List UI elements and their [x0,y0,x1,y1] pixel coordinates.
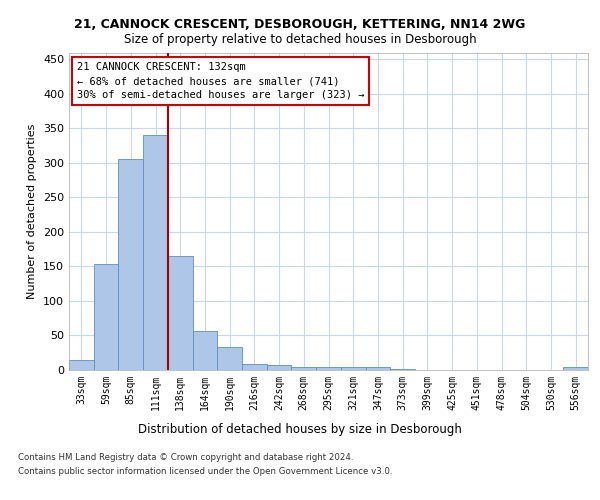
Bar [143,136,168,370]
Bar [292,367,316,370]
Bar [193,330,217,370]
Bar [168,256,193,370]
Bar [341,366,365,370]
Text: Contains public sector information licensed under the Open Government Licence v3: Contains public sector information licen… [18,467,392,476]
Text: 21, CANNOCK CRESCENT, DESBOROUGH, KETTERING, NN14 2WG: 21, CANNOCK CRESCENT, DESBOROUGH, KETTER… [74,18,526,30]
Bar [217,347,242,370]
Bar [118,160,143,370]
Y-axis label: Number of detached properties: Number of detached properties [28,124,37,299]
Bar [365,367,390,370]
Text: Contains HM Land Registry data © Crown copyright and database right 2024.: Contains HM Land Registry data © Crown c… [18,454,353,462]
Bar [316,366,341,370]
Bar [267,365,292,370]
Text: 21 CANNOCK CRESCENT: 132sqm
← 68% of detached houses are smaller (741)
30% of se: 21 CANNOCK CRESCENT: 132sqm ← 68% of det… [77,62,364,100]
Bar [94,264,118,370]
Bar [563,367,588,370]
Bar [242,364,267,370]
Text: Distribution of detached houses by size in Desborough: Distribution of detached houses by size … [138,422,462,436]
Bar [69,360,94,370]
Text: Size of property relative to detached houses in Desborough: Size of property relative to detached ho… [124,32,476,46]
